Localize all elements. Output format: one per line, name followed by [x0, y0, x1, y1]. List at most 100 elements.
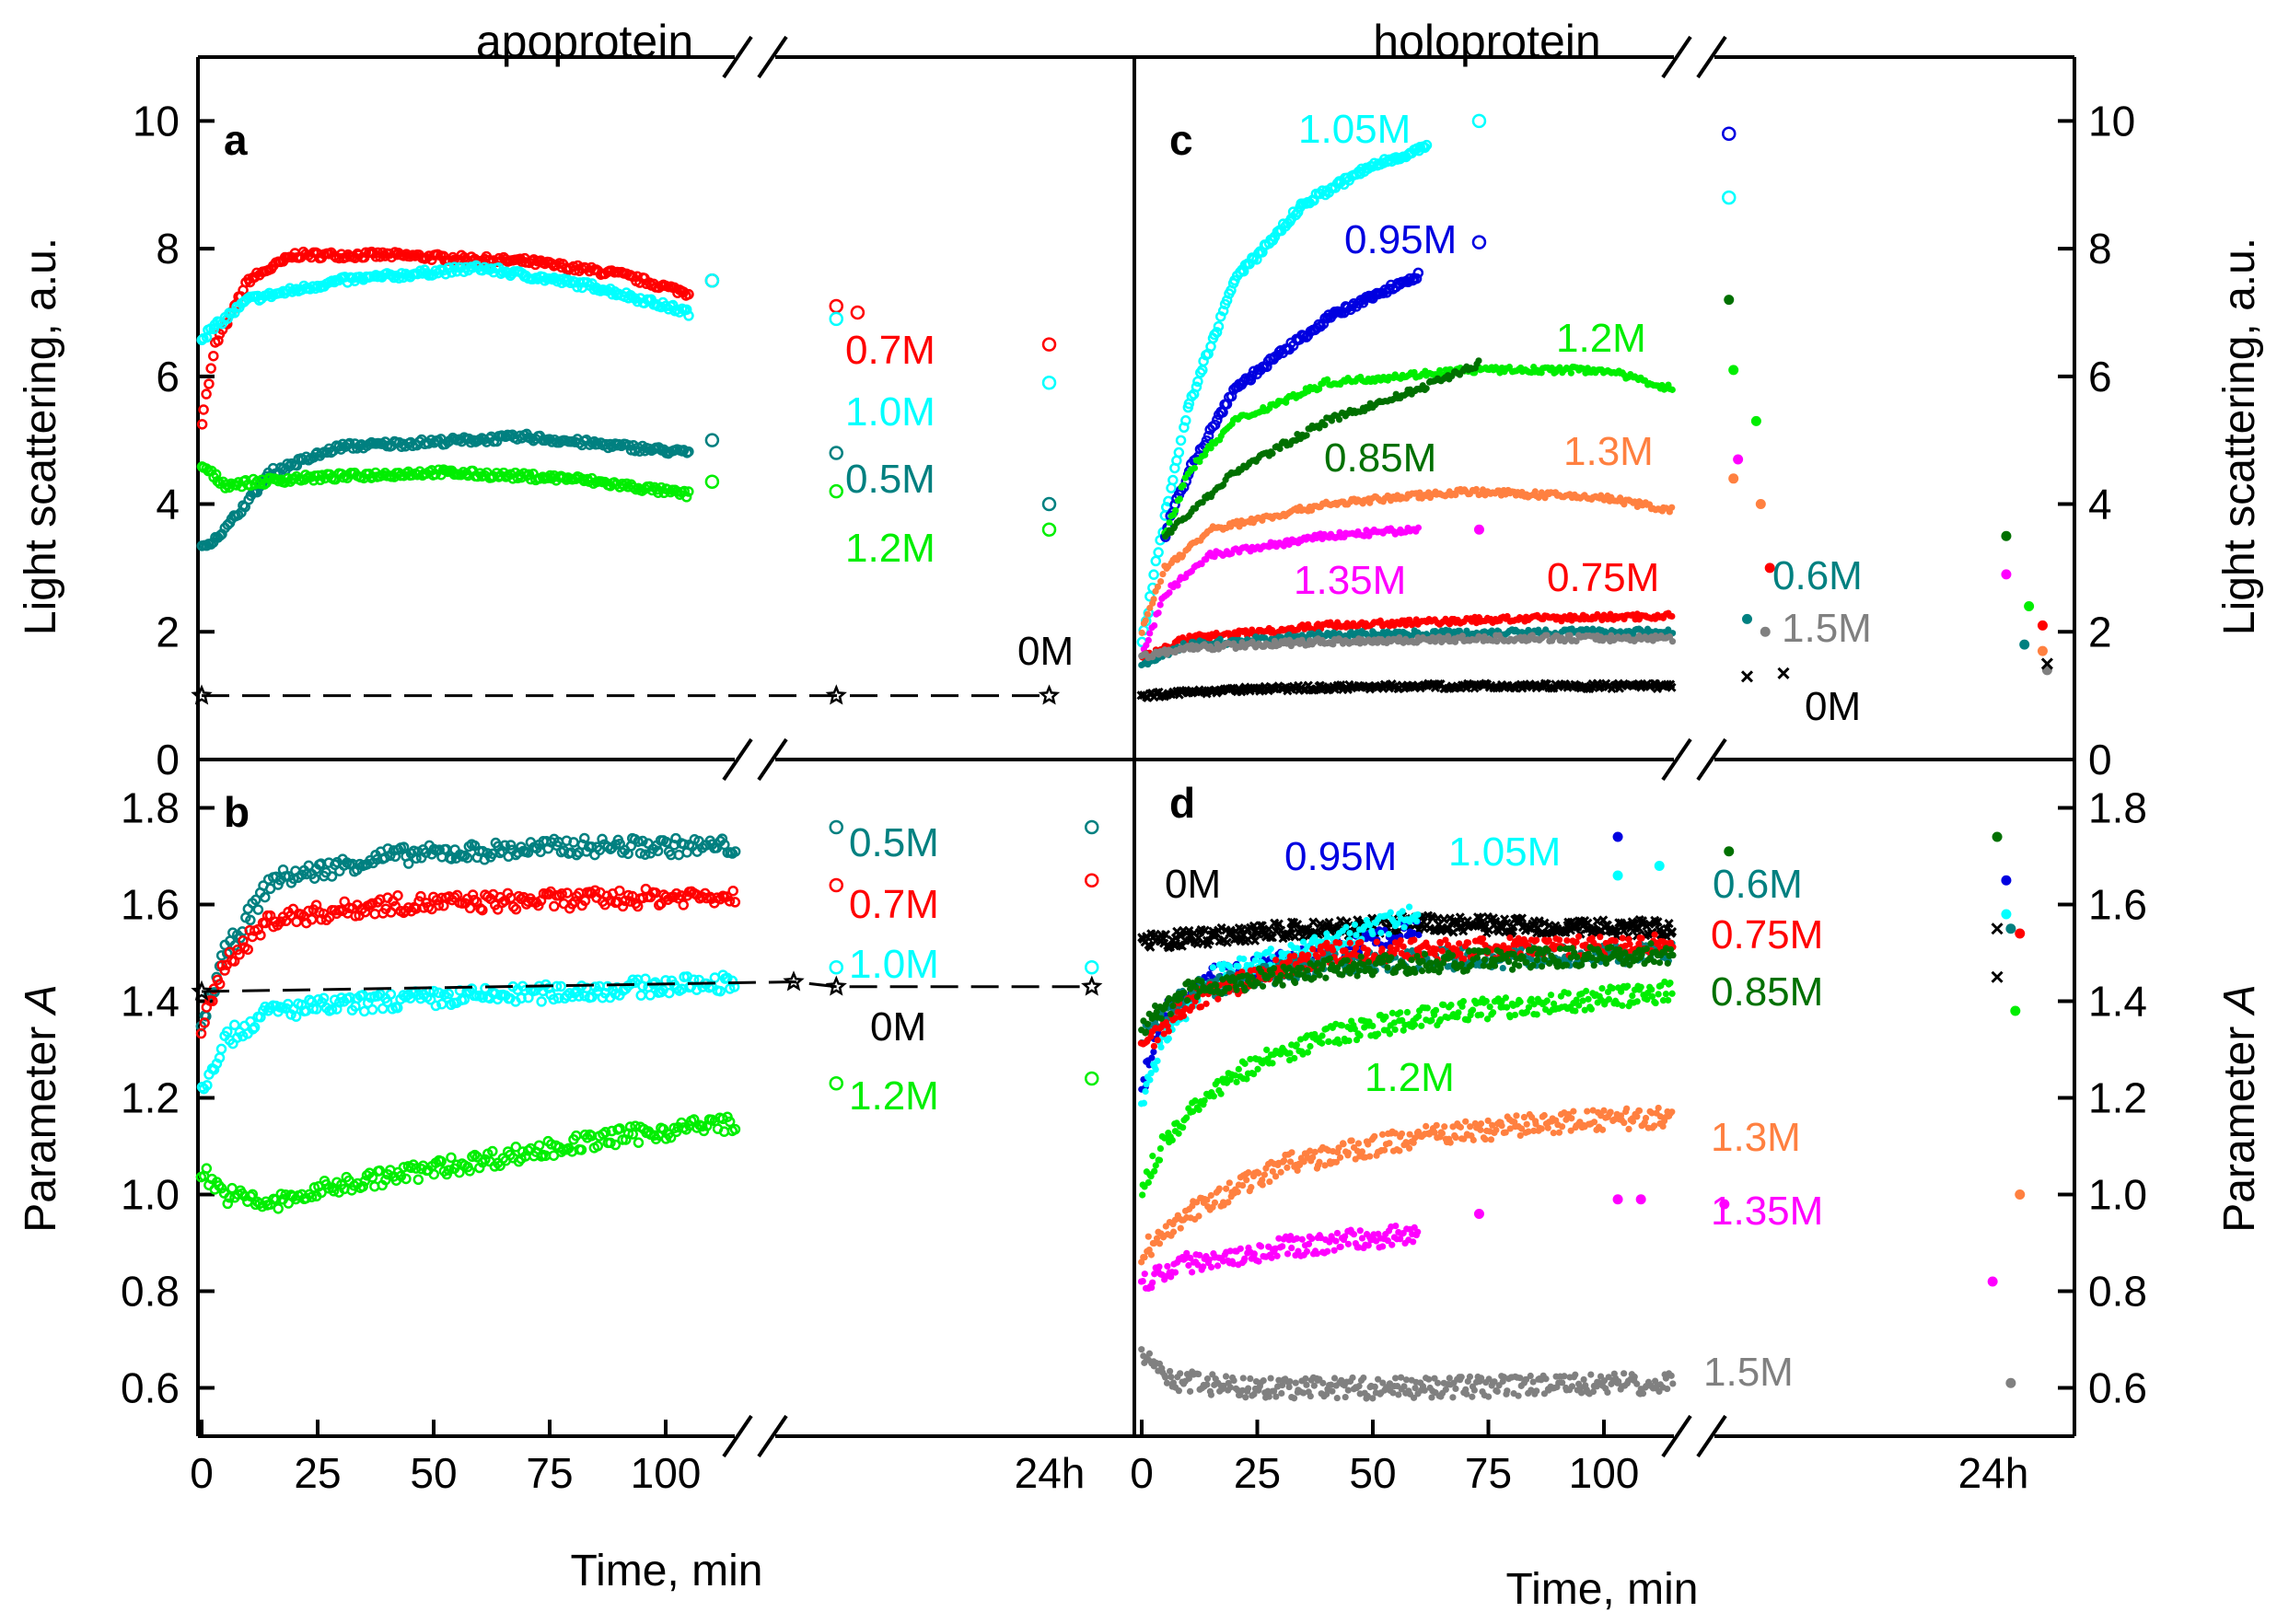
series-d-0_75M-point [1150, 1042, 1158, 1050]
series-b-0_7M-point [359, 906, 371, 918]
series-c-1_05M-point [1192, 376, 1203, 388]
series-c-1_2M-point [1179, 481, 1187, 489]
series-b-0_5M-point [379, 852, 390, 864]
series-c-1_3M-point [1150, 596, 1157, 603]
series-b-1_0M-point [391, 1002, 403, 1014]
series-c-0_85M-extra-point [2001, 530, 2012, 541]
break-mid-left-slash [722, 737, 753, 782]
series-a-1_0M-point [575, 277, 586, 288]
series-b-0_5M-point [308, 873, 320, 884]
break-top-right-gap [1674, 44, 1714, 70]
series-d-1_05M-point [1251, 957, 1259, 964]
series-b-0_5M-point [449, 844, 460, 855]
series-d-1_05M-extra-point [1612, 870, 1623, 881]
series-b-0_7M-extra-point [829, 877, 843, 893]
series-a-0_7M-extra-point [850, 305, 865, 320]
series-d-0_75M-point [1179, 1012, 1188, 1020]
series-b-1_0M-extra-point [829, 960, 843, 975]
series-c-1_3M-point [1668, 504, 1676, 511]
break-top-left-slash [757, 35, 788, 79]
series-d-0_6M-extra-point [2005, 923, 2016, 934]
series-a-1_0M-extra-point [704, 273, 720, 288]
series-d-0M-point [1308, 917, 1319, 927]
series-c-1_3M-point [1472, 485, 1481, 493]
series-c-1_3M-extra-point [1755, 499, 1766, 510]
series-b-1_0M-point [231, 1032, 243, 1043]
series-b-0_7M-point [339, 896, 350, 908]
series-b-0_5M-point [461, 853, 473, 864]
series-b-0_5M-point [716, 833, 728, 844]
series-d-1_05M-point [1414, 911, 1422, 919]
data-layer [191, 113, 2053, 1402]
series-b-0_5M-point [260, 891, 271, 903]
series-c-0_75M-extra-point [2037, 620, 2048, 631]
series-b-0_7M-point [252, 923, 263, 935]
series-b-1_2M-point [306, 1191, 318, 1202]
series-b-0_7M-point [431, 894, 443, 906]
series-c-1_35M-point [1151, 621, 1158, 630]
series-c-1_35M-point [1155, 609, 1162, 617]
series-b-1_0M-point [645, 990, 656, 1001]
series-c-0_75M-point [1668, 612, 1676, 621]
series-b-0_7M-point [415, 890, 426, 902]
series-a-1_0M-point [390, 270, 402, 282]
series-c-1_2M-extra-point [1750, 415, 1761, 426]
series-c-1_3M-extra-point [1728, 473, 1739, 484]
series-d-1_05M-point [1235, 963, 1242, 970]
series-a-1_2M-extra-point [1041, 522, 1057, 538]
series-d-0_75M-point [1319, 949, 1327, 957]
series-b-0_7M-point [624, 896, 636, 907]
series-b-1_0M-point [635, 990, 646, 1001]
series-b-0_7M-point [556, 888, 567, 899]
series-b-1_2M-point [316, 1187, 327, 1199]
series-c-1_35M-extra-point [1733, 454, 1744, 465]
series-b-0_5M-point [729, 846, 741, 857]
series-b-1_2M-extra-point [1085, 1071, 1099, 1086]
series-c-0_6M-extra-point [2019, 639, 2030, 650]
series-c-0M-extra-point [1740, 670, 1754, 683]
series-b-0_5M-point [411, 853, 422, 864]
series-d-1_05M-point [1209, 964, 1216, 971]
series-d-0_75M-point [1305, 951, 1312, 959]
series-b-0_7M-point [207, 995, 218, 1007]
series-d-0M-extra-point [1991, 922, 2004, 935]
series-b-1_2M-point [633, 1137, 645, 1148]
series-b-0_5M-point [579, 832, 590, 844]
series-b-0_7M-point [676, 890, 687, 901]
series-a-0_7M-point [198, 404, 209, 415]
series-b-1_2M-point [275, 1189, 287, 1200]
series-a-0_5M-point [683, 446, 694, 458]
series-b-0_5M-point [264, 883, 276, 895]
series-b-1_0M-point [247, 1024, 259, 1035]
series-d-1_05M-extra-point [2001, 909, 2012, 920]
series-d-1_05M-point [1152, 1065, 1159, 1073]
series-a-0_7M-point [196, 419, 208, 430]
series-c-0_6M-extra-point [1742, 613, 1752, 624]
series-a-1_2M-point [656, 481, 668, 493]
series-b-1_0M-point [249, 1022, 261, 1033]
series-a-0M-point [1038, 684, 1061, 705]
series-c-1_35M-point [1166, 589, 1173, 597]
break-bottom-left-slash [757, 1414, 788, 1458]
series-c-0_85M-extra-point [1724, 295, 1735, 306]
series-a-1_2M-point [210, 469, 222, 481]
break-mid-left-gap [735, 747, 775, 772]
series-d-1_05M-point [1146, 1076, 1154, 1084]
break-bottom-right-slash [1696, 1414, 1727, 1458]
series-b-0_7M-point [562, 887, 573, 899]
series-c-1_35M-point [1156, 601, 1164, 609]
series-b-1_0M-point [285, 1009, 296, 1020]
series-a-1_2M-point [212, 475, 223, 487]
series-a-0_5M-extra-point [1041, 496, 1057, 512]
series-b-1_0M-point [574, 991, 585, 1002]
series-d-1_05M-point [1351, 921, 1358, 928]
series-d-1_05M-point [1413, 917, 1421, 925]
series-d-1_05M-extra-point [1654, 861, 1665, 871]
series-c-1_2M-point [1172, 506, 1179, 515]
series-a-1_2M-point [523, 469, 535, 481]
series-d-1_05M-point [1154, 1057, 1161, 1064]
series-b-0_5M-point [505, 840, 517, 851]
series-b-1_0M-point [310, 1003, 322, 1015]
series-b-1_0M-point [536, 996, 547, 1007]
series-c-1_2M-point [1567, 369, 1574, 377]
